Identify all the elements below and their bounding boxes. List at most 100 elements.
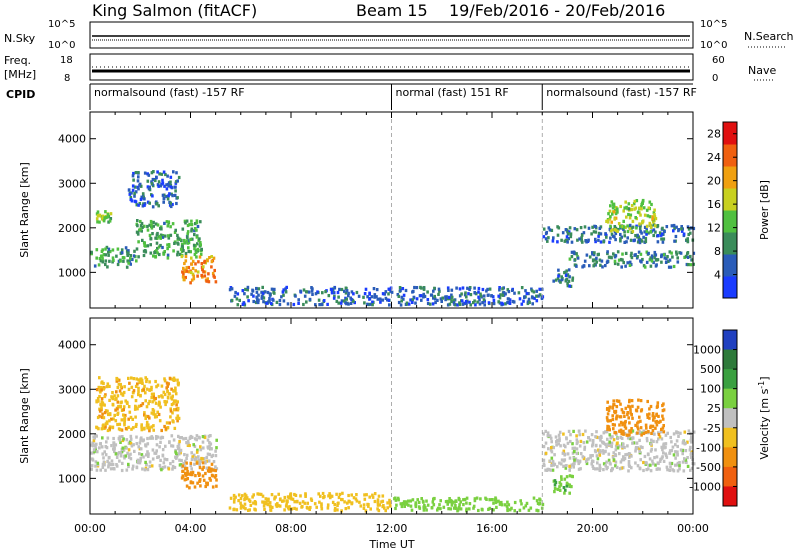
data-cell [355, 499, 359, 503]
data-cell [635, 199, 639, 203]
data-cell [232, 500, 236, 504]
data-cell [652, 418, 655, 422]
data-cell [196, 270, 200, 274]
data-cell [634, 423, 637, 427]
data-cell [199, 243, 202, 247]
data-cell [270, 301, 273, 306]
data-cell [611, 406, 615, 410]
data-cell [663, 446, 666, 450]
data-cell [145, 379, 148, 384]
data-cell [345, 297, 348, 301]
freq-unit: [MHz] [4, 68, 36, 81]
data-cell [655, 423, 659, 427]
data-cell [144, 244, 147, 248]
data-cell [96, 214, 100, 218]
data-cell [105, 245, 109, 249]
data-cell [381, 292, 385, 296]
data-cell [269, 505, 272, 509]
data-cell [453, 500, 456, 504]
data-cell [162, 200, 165, 204]
data-cell [111, 391, 114, 395]
data-cell [638, 449, 641, 453]
data-cell [297, 301, 300, 305]
data-cell [102, 387, 105, 391]
data-cell [436, 506, 440, 510]
data-cell [654, 448, 657, 452]
data-cell [175, 171, 178, 175]
data-cell [692, 262, 695, 266]
data-cell [664, 453, 668, 457]
data-cell [165, 381, 169, 385]
data-cell [194, 474, 197, 478]
data-cell [156, 170, 159, 174]
data-cell [624, 419, 627, 424]
data-cell [629, 411, 632, 415]
data-cell [148, 399, 151, 403]
data-cell [627, 202, 631, 206]
data-cell [150, 425, 154, 429]
data-cell [137, 175, 140, 179]
data-cell [122, 408, 125, 412]
data-cell [674, 443, 677, 447]
data-cell [108, 219, 112, 223]
data-cell [558, 438, 561, 443]
data-cell [631, 436, 635, 440]
data-cell [122, 448, 126, 452]
data-cell [598, 453, 602, 457]
data-cell [96, 396, 100, 401]
data-cell [642, 468, 645, 473]
data-cell [156, 223, 160, 227]
data-cell [154, 379, 157, 384]
data-cell [336, 290, 340, 295]
data-cell [491, 498, 494, 502]
data-cell [580, 233, 584, 237]
data-cell [275, 502, 279, 507]
data-cell [110, 459, 114, 463]
data-cell [174, 386, 177, 390]
data-cell [158, 235, 162, 239]
data-cell [589, 455, 592, 459]
data-cell [336, 508, 339, 512]
data-cell [579, 226, 583, 230]
data-cell [143, 411, 146, 415]
data-cell [690, 452, 693, 456]
data-cell [237, 499, 240, 503]
data-cell [611, 435, 614, 439]
data-cell [475, 496, 479, 500]
data-cell [582, 231, 586, 235]
data-cell [246, 295, 249, 299]
data-cell [148, 223, 151, 227]
data-cell [169, 415, 172, 419]
data-cell [190, 219, 193, 223]
data-cell [564, 273, 568, 277]
data-cell [301, 500, 305, 504]
data-cell [104, 262, 107, 267]
data-cell [619, 239, 622, 243]
data-cell [100, 402, 103, 406]
data-cell [662, 253, 666, 257]
data-cell [556, 233, 560, 237]
data-cell [139, 447, 143, 451]
data-cell [215, 467, 219, 471]
colorbar-tick-label: 1000 [693, 344, 721, 357]
data-cell [164, 444, 167, 448]
data-cell [133, 407, 137, 411]
data-cell [566, 273, 570, 277]
data-cell [198, 466, 202, 470]
data-cell [400, 295, 404, 299]
data-cell [118, 422, 122, 426]
data-cell [686, 464, 690, 468]
data-cell [132, 377, 136, 381]
data-cell [631, 225, 635, 229]
data-cell [670, 251, 673, 255]
data-cell [643, 265, 647, 269]
data-cell [628, 227, 632, 231]
data-cell [542, 462, 546, 466]
data-cell [190, 451, 193, 455]
data-cell [638, 206, 641, 210]
data-cell [163, 234, 167, 238]
data-cell [689, 254, 692, 259]
data-cell [180, 254, 184, 259]
data-cell [116, 262, 120, 267]
data-cell [675, 252, 678, 256]
